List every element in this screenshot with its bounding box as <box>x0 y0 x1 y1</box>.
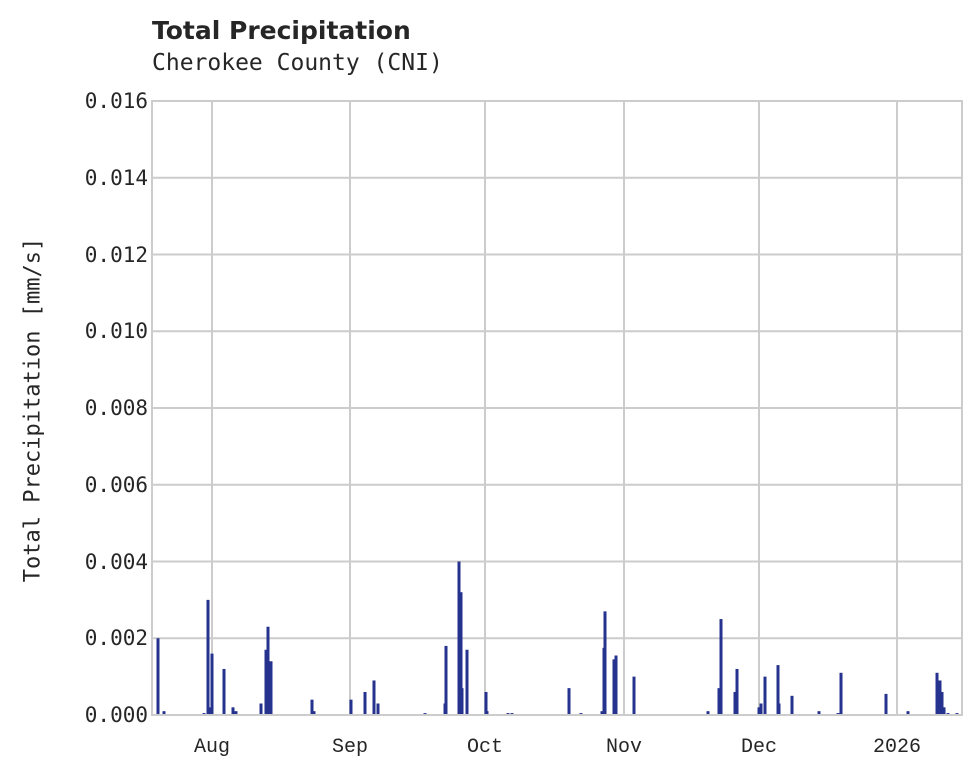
precipitation-bar <box>567 688 571 715</box>
y-tick-label: 0.008 <box>84 396 148 420</box>
x-tick-label: Dec <box>740 736 778 759</box>
precipitation-bar <box>839 672 843 715</box>
precipitation-bar <box>444 645 448 715</box>
precipitation-bar <box>632 676 636 715</box>
precipitation-bar <box>763 676 767 715</box>
precipitation-bar <box>156 638 160 715</box>
precipitation-bar <box>460 688 464 715</box>
precipitation-bar <box>776 665 780 715</box>
precipitation-bar <box>938 680 942 715</box>
precipitation-bar <box>210 653 214 715</box>
plot-frame <box>151 100 963 716</box>
precipitation-bar <box>757 707 761 715</box>
y-tick-label: 0.014 <box>84 165 148 190</box>
precipitation-bar <box>790 695 794 715</box>
chart-title: Total Precipitation <box>152 16 411 45</box>
precipitation-bar <box>942 707 946 715</box>
y-tick-label: 0.002 <box>84 626 148 651</box>
precipitation-bar <box>259 703 263 715</box>
y-tick-label: 0.006 <box>84 472 148 497</box>
y-tick-label: 0.010 <box>84 319 148 344</box>
gridlines <box>152 100 962 716</box>
precipitation-bar <box>603 611 607 715</box>
precipitation-bar <box>156 707 160 715</box>
precipitation-bar <box>884 693 888 715</box>
precipitation-bar <box>817 711 821 715</box>
precipitation-bar <box>940 691 944 715</box>
precipitation-bar <box>349 699 353 715</box>
x-tick-label: Nov <box>605 736 643 759</box>
precipitation-bar <box>600 711 604 715</box>
precipitation-bar <box>222 668 226 715</box>
precipitation-bar <box>269 661 273 715</box>
x-tick-label: Aug <box>193 736 231 759</box>
precipitation-bar <box>906 711 910 715</box>
precipitation-bar <box>443 703 447 715</box>
precipitation-bar <box>457 561 461 715</box>
precipitation-bar <box>614 655 618 715</box>
precipitation-bar <box>735 668 739 715</box>
precipitation-bar <box>485 711 489 715</box>
x-tick-label: Sep <box>331 736 369 759</box>
precipitation-bars <box>156 561 959 715</box>
y-tick-label: 0.012 <box>84 242 148 267</box>
chart-subtitle: Cherokee County (CNI) <box>152 50 443 76</box>
precipitation-bar <box>310 699 314 715</box>
precipitation-bar <box>234 711 238 715</box>
precipitation-bar <box>372 680 376 715</box>
precipitation-bar <box>935 672 939 715</box>
precipitation-bar <box>264 649 268 715</box>
precipitation-bar <box>465 649 469 715</box>
precipitation-bar <box>717 688 721 715</box>
x-tick-label: 2026 <box>872 736 922 759</box>
precipitation-bar <box>484 691 488 715</box>
y-tick-label: 0.000 <box>84 703 148 727</box>
precipitation-bar <box>777 703 781 715</box>
precipitation-bar <box>363 691 367 715</box>
y-tick-label: 0.016 <box>84 89 148 113</box>
precipitation-bar <box>612 659 616 715</box>
precipitation-bar <box>376 703 380 715</box>
y-tick-label: 0.004 <box>84 549 148 574</box>
precipitation-bar <box>231 707 235 715</box>
x-tick-label: Oct <box>466 736 504 759</box>
precipitation-bar <box>706 711 710 715</box>
precipitation-bar <box>459 592 463 715</box>
precipitation-bar <box>312 711 316 715</box>
precipitation-bar <box>266 626 270 715</box>
precipitation-bar <box>759 703 763 715</box>
precipitation-bar <box>162 711 166 715</box>
precipitation-bar <box>206 599 210 715</box>
precipitation-bar <box>719 619 723 715</box>
precipitation-bar <box>208 707 212 715</box>
precipitation-bar <box>733 691 737 715</box>
